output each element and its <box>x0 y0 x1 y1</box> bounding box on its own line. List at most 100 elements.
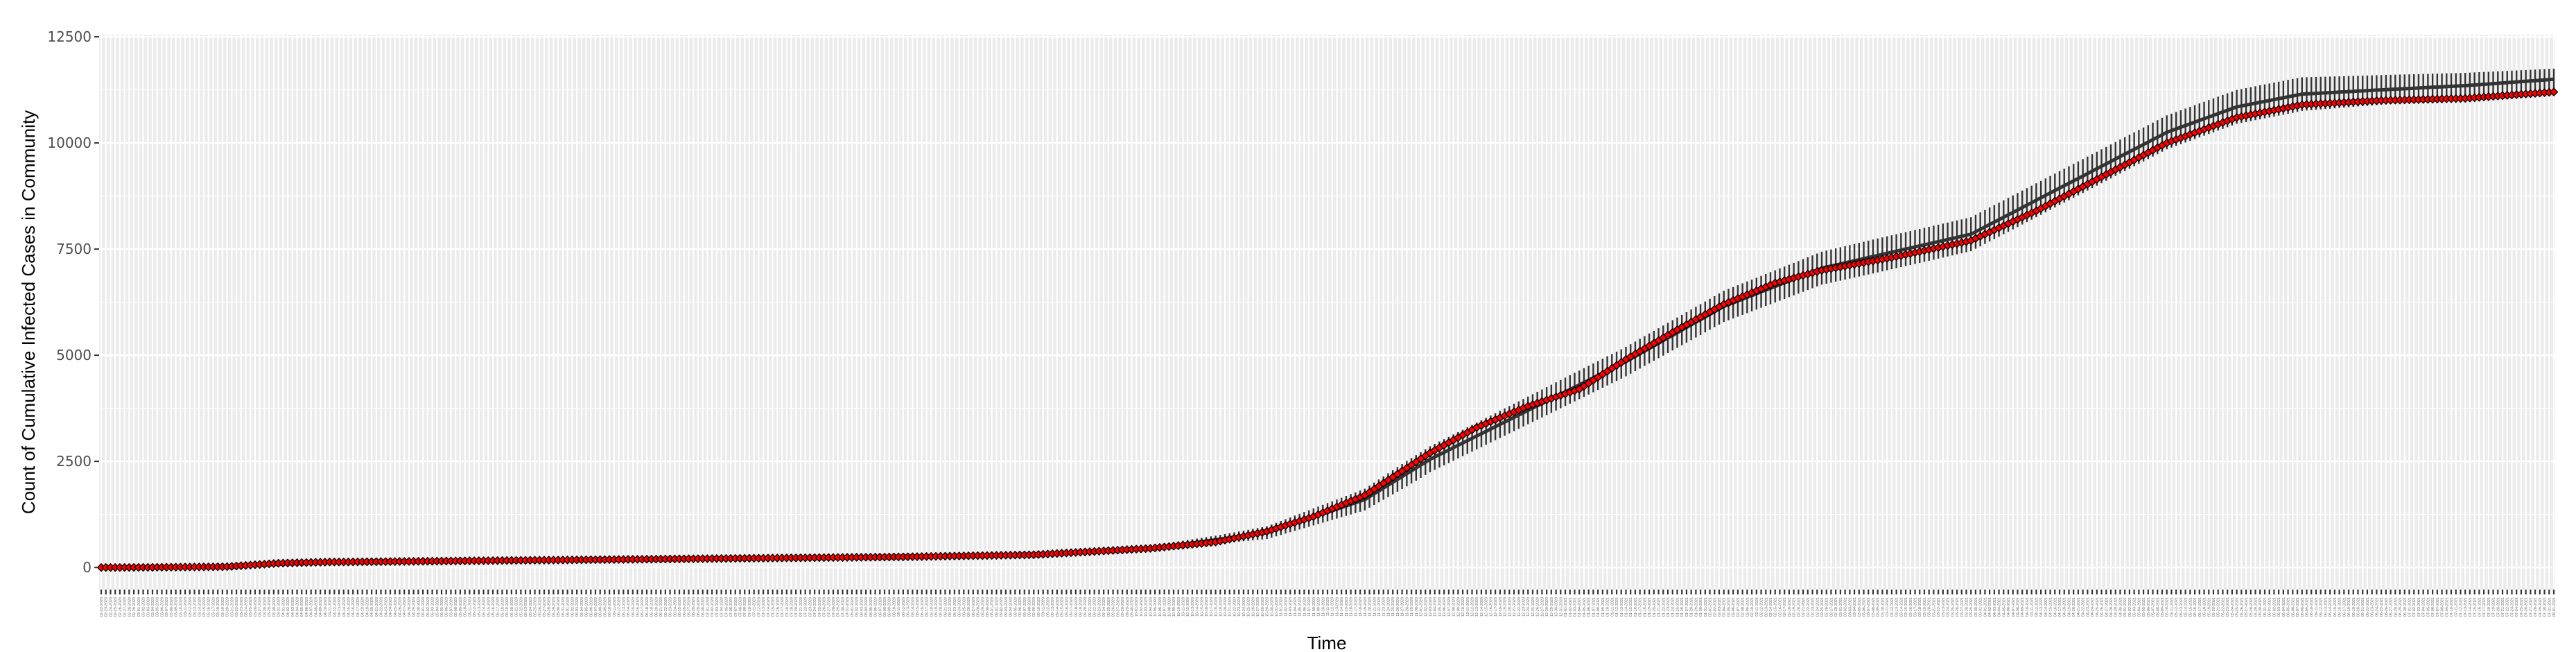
x-tick-label: 10-03-2020 <box>1145 597 1149 617</box>
x-tick-label: 04-16-2020 <box>351 597 356 617</box>
x-tick-label: 03-02-2021 <box>1844 597 1848 617</box>
x-tick-label: 07-01-2021 <box>2408 597 2412 617</box>
x-tick-label: 03-20-2020 <box>226 597 230 617</box>
x-tick-label: 03-31-2020 <box>277 597 281 617</box>
x-tick-label: 01-02-2021 <box>1569 597 1573 617</box>
x-tick-label: 07-15-2020 <box>772 597 776 617</box>
x-tick-label: 11-30-2020 <box>1415 597 1419 617</box>
x-tick-label: 07-22-2020 <box>804 597 808 617</box>
x-tick-label: 03-23-2021 <box>1942 597 1946 617</box>
x-tick-label: 04-03-2020 <box>291 597 295 617</box>
x-tick-label: 10-22-2020 <box>1233 597 1237 617</box>
x-tick-label: 09-27-2020 <box>1116 597 1120 617</box>
x-tick-label: 02-19-2021 <box>1793 597 1797 617</box>
x-tick-label: 06-10-2021 <box>2310 597 2314 617</box>
x-tick-label: 08-01-2020 <box>851 597 855 617</box>
x-tick-label: 01-04-2021 <box>1578 597 1582 617</box>
x-tick-label: 03-01-2021 <box>1839 597 1843 617</box>
x-tick-label: 07-02-2020 <box>711 597 715 617</box>
x-tick-label: 04-05-2021 <box>2002 597 2006 617</box>
x-tick-label: 05-11-2020 <box>468 597 472 617</box>
x-tick-label: 12-23-2020 <box>1522 597 1526 617</box>
x-tick-label: 01-05-2021 <box>1583 597 1587 617</box>
x-tick-label: 05-24-2021 <box>2231 597 2235 617</box>
x-tick-label: 01-19-2021 <box>1648 597 1652 617</box>
x-tick-label: 05-21-2021 <box>2217 597 2221 617</box>
x-tick-label: 11-02-2020 <box>1285 597 1289 617</box>
x-tick-label: 07-12-2021 <box>2460 597 2464 617</box>
x-tick-label: 12-03-2020 <box>1429 597 1433 617</box>
x-tick-label: 07-10-2021 <box>2450 597 2454 617</box>
x-tick-label: 05-14-2021 <box>2184 597 2188 617</box>
x-tick-label: 06-13-2020 <box>622 597 626 617</box>
x-tick-label: 03-30-2020 <box>272 597 277 617</box>
x-tick-label: 04-26-2021 <box>2100 597 2105 617</box>
x-tick-label: 06-26-2021 <box>2385 597 2389 617</box>
x-tick-label: 07-12-2020 <box>757 597 761 617</box>
x-tick-label: 04-20-2020 <box>370 597 374 617</box>
x-tick-label: 07-14-2021 <box>2469 597 2473 617</box>
x-tick-label: 08-09-2020 <box>888 597 892 617</box>
x-tick-label: 08-25-2020 <box>962 597 966 617</box>
x-tick-label: 06-28-2020 <box>692 597 696 617</box>
x-tick-label: 06-04-2021 <box>2282 597 2286 617</box>
x-tick-label: 05-31-2020 <box>562 597 566 617</box>
x-tick-label: 05-19-2021 <box>2207 597 2211 617</box>
x-tick-label: 12-24-2020 <box>1526 597 1531 617</box>
x-tick-label: 05-27-2021 <box>2245 597 2249 617</box>
x-tick-label: 05-21-2020 <box>515 597 519 617</box>
x-tick-label: 05-10-2020 <box>464 597 468 617</box>
x-tick-label: 04-09-2020 <box>319 597 323 617</box>
x-tick-label: 03-19-2021 <box>1923 597 1927 617</box>
y-axis: 0 2500 5000 7500 10000 12500 <box>47 28 99 576</box>
x-tick-label: 11-17-2020 <box>1354 597 1358 617</box>
x-tick-label: 06-20-2020 <box>654 597 659 617</box>
x-tick-label: 03-10-2021 <box>1881 597 1885 617</box>
x-tick-label: 04-06-2020 <box>305 597 309 617</box>
x-tick-label: 09-23-2020 <box>1097 597 1102 617</box>
x-tick-label: 03-16-2021 <box>1909 597 1913 617</box>
x-tick-label: 03-04-2020 <box>151 597 155 617</box>
x-tick-label: 02-01-2021 <box>1709 597 1713 617</box>
x-tick-label: 02-10-2021 <box>1750 597 1755 617</box>
x-tick-label: 03-14-2021 <box>1899 597 1904 617</box>
x-tick-label: 04-11-2021 <box>2030 597 2035 617</box>
x-tick-label: 09-17-2020 <box>1070 597 1074 617</box>
x-tick-label: 06-23-2020 <box>669 597 673 617</box>
x-tick-label: 03-18-2021 <box>1918 597 1922 617</box>
x-tick-label: 10-01-2020 <box>1135 597 1139 617</box>
x-tick-label: 04-08-2020 <box>314 597 318 617</box>
x-tick-label: 06-27-2021 <box>2390 597 2394 617</box>
x-tick-label: 11-19-2020 <box>1364 597 1368 617</box>
x-tick-label: 06-09-2020 <box>603 597 607 617</box>
x-tick-label: 10-25-2020 <box>1247 597 1251 617</box>
x-tick-label: 06-29-2020 <box>697 597 701 617</box>
x-tick-label: 06-13-2021 <box>2324 597 2328 617</box>
x-tick-label: 08-11-2020 <box>897 597 901 617</box>
x-tick-label: 04-24-2021 <box>2091 597 2095 617</box>
x-tick-label: 03-21-2021 <box>1932 597 1936 617</box>
x-tick-label: 04-27-2021 <box>2105 597 2109 617</box>
x-tick-label: 07-23-2021 <box>2511 597 2515 617</box>
x-tick-label: 08-26-2020 <box>967 597 971 617</box>
x-tick-label: 08-17-2020 <box>925 597 930 617</box>
x-tick-label: 06-17-2021 <box>2342 597 2347 617</box>
x-tick-label: 03-05-2021 <box>1858 597 1862 617</box>
x-tick-label: 03-29-2020 <box>268 597 272 617</box>
x-tick-label: 10-10-2020 <box>1177 597 1181 617</box>
x-tick-label: 03-10-2020 <box>179 597 183 617</box>
x-tick-label: 11-12-2020 <box>1331 597 1335 617</box>
x-tick-label: 02-02-2021 <box>1713 597 1717 617</box>
x-tick-label: 03-14-2020 <box>198 597 202 617</box>
x-tick-label: 06-17-2020 <box>641 597 645 617</box>
x-tick-label: 03-01-2020 <box>137 597 141 617</box>
x-tick-label: 07-27-2021 <box>2529 597 2533 617</box>
x-tick-label: 03-03-2021 <box>1848 597 1852 617</box>
x-tick-label: 11-06-2020 <box>1303 597 1307 617</box>
x-tick-label: 05-31-2021 <box>2263 597 2268 617</box>
x-tick-label: 02-26-2020 <box>119 597 123 617</box>
x-tick-label: 05-12-2020 <box>473 597 477 617</box>
x-tick-label: 01-22-2021 <box>1662 597 1666 617</box>
x-tick-label: 05-23-2020 <box>524 597 528 617</box>
x-tick-label: 05-18-2020 <box>501 597 505 617</box>
